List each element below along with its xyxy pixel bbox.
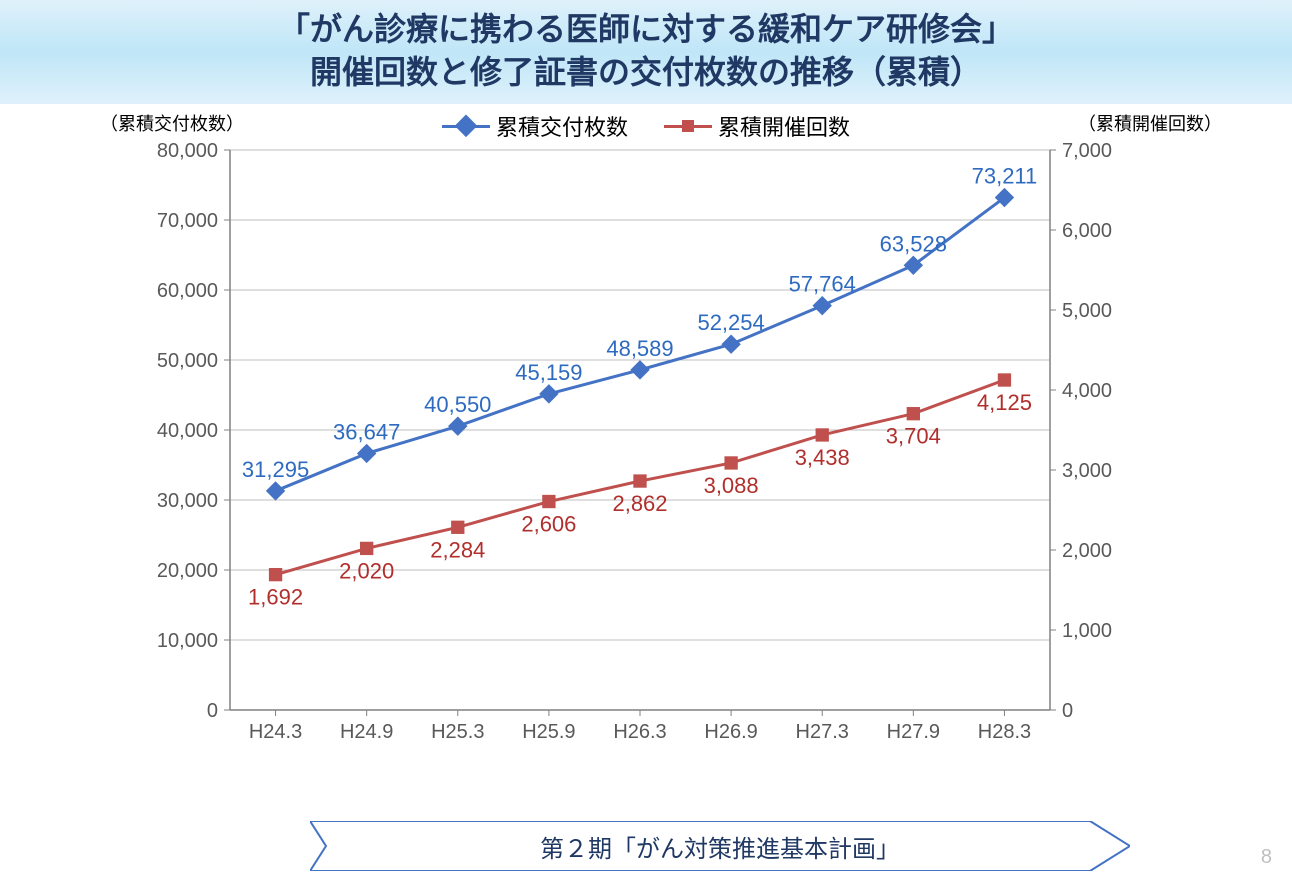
title-line-1: 「がん診療に携わる医師に対する緩和ケア研修会」	[0, 8, 1292, 51]
svg-text:3,088: 3,088	[704, 473, 759, 498]
title-line-2: 開催回数と修了証書の交付枚数の推移（累積）	[0, 51, 1292, 94]
chart-legend: 累積交付枚数 累積開催回数	[442, 110, 850, 142]
svg-text:1,692: 1,692	[248, 585, 303, 610]
svg-text:H27.3: H27.3	[796, 721, 849, 743]
svg-text:20,000: 20,000	[157, 560, 218, 582]
svg-text:2,020: 2,020	[339, 559, 394, 584]
svg-text:2,000: 2,000	[1062, 540, 1112, 562]
svg-text:63,528: 63,528	[880, 232, 947, 257]
svg-text:10,000: 10,000	[157, 630, 218, 652]
svg-text:H24.3: H24.3	[249, 721, 302, 743]
svg-text:36,647: 36,647	[333, 420, 400, 445]
left-axis-title: （累積交付枚数）	[100, 110, 244, 136]
legend-label-series2: 累積開催回数	[718, 110, 850, 142]
svg-text:H26.9: H26.9	[704, 721, 757, 743]
svg-text:57,764: 57,764	[789, 272, 856, 297]
legend-marker-series1	[442, 125, 490, 128]
svg-text:0: 0	[1062, 700, 1073, 722]
svg-text:45,159: 45,159	[515, 360, 582, 385]
svg-text:6,000: 6,000	[1062, 220, 1112, 242]
svg-text:0: 0	[207, 700, 218, 722]
svg-text:2,862: 2,862	[612, 491, 667, 516]
svg-text:30,000: 30,000	[157, 490, 218, 512]
legend-item-series2: 累積開催回数	[664, 110, 850, 142]
svg-text:5,000: 5,000	[1062, 300, 1112, 322]
period-arrow	[310, 821, 1130, 871]
svg-text:50,000: 50,000	[157, 350, 218, 372]
svg-text:H24.9: H24.9	[340, 721, 393, 743]
svg-text:31,295: 31,295	[242, 457, 309, 482]
chart-area: （累積交付枚数） （累積開催回数） 累積交付枚数 累積開催回数 0 10,000 2…	[0, 110, 1292, 790]
svg-text:1,000: 1,000	[1062, 620, 1112, 642]
svg-text:70,000: 70,000	[157, 210, 218, 232]
svg-text:48,589: 48,589	[606, 336, 673, 361]
svg-text:40,000: 40,000	[157, 420, 218, 442]
chart-svg: 0 10,000 20,000 30,000 40,000 50,000 60,000 70,…	[0, 110, 1292, 790]
title-band: 「がん診療に携わる医師に対する緩和ケア研修会」 開催回数と修了証書の交付枚数の推…	[0, 0, 1292, 104]
legend-label-series1: 累積交付枚数	[496, 110, 628, 142]
svg-text:4,125: 4,125	[977, 390, 1032, 415]
page-number: 8	[1261, 846, 1272, 869]
svg-text:60,000: 60,000	[157, 280, 218, 302]
svg-text:7,000: 7,000	[1062, 140, 1112, 162]
right-axis-title: （累積開催回数）	[1078, 110, 1222, 136]
svg-text:H26.3: H26.3	[613, 721, 666, 743]
svg-text:H28.3: H28.3	[978, 721, 1031, 743]
svg-text:40,550: 40,550	[424, 393, 491, 418]
legend-item-series1: 累積交付枚数	[442, 110, 628, 142]
svg-text:3,000: 3,000	[1062, 460, 1112, 482]
svg-text:3,438: 3,438	[795, 445, 850, 470]
legend-marker-series2	[664, 125, 712, 128]
svg-text:4,000: 4,000	[1062, 380, 1112, 402]
svg-text:80,000: 80,000	[157, 140, 218, 162]
svg-text:73,211: 73,211	[972, 164, 1038, 189]
svg-text:2,284: 2,284	[430, 538, 485, 563]
svg-text:H25.3: H25.3	[431, 721, 484, 743]
svg-text:H25.9: H25.9	[522, 721, 575, 743]
svg-text:H27.9: H27.9	[887, 721, 940, 743]
svg-text:3,704: 3,704	[886, 424, 941, 449]
svg-text:2,606: 2,606	[521, 512, 576, 537]
svg-text:52,254: 52,254	[697, 311, 764, 336]
